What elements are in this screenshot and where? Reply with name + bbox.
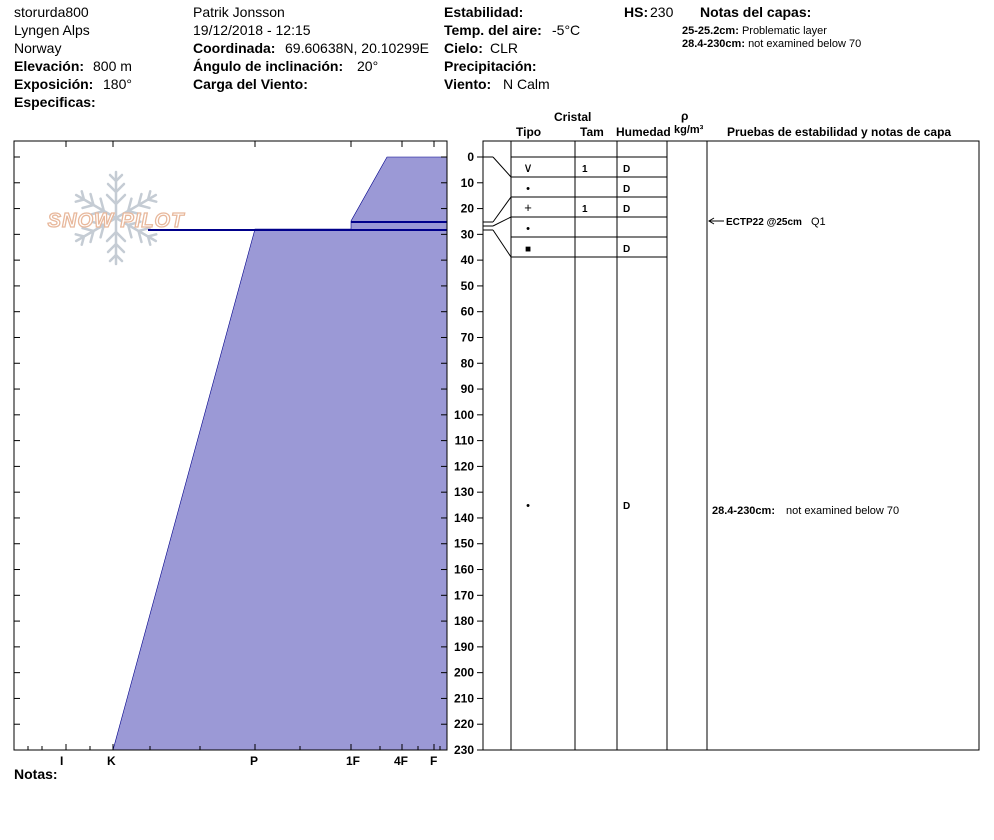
depth-tick-label: 110: [455, 434, 475, 448]
depth-tick-label: 210: [454, 691, 474, 705]
hardness-profile: [112, 156, 448, 751]
snowflake-icon: [70, 170, 162, 266]
depth-tick-label: 120: [454, 459, 474, 473]
deep-layer-note-text: not examined below 70: [786, 505, 899, 517]
aspect-value: 180°: [103, 76, 132, 92]
coordinates-label: Coordinada:: [193, 40, 276, 56]
layer-3-moisture: D: [623, 204, 630, 215]
moisture-header: Humedad: [616, 125, 671, 139]
coordinates-value: 69.60638N, 20.10299E: [285, 40, 430, 56]
tests-header: Pruebas de estabilidad y notas de capa: [727, 125, 952, 139]
layer-4-type: •: [526, 223, 530, 235]
layer-3-size: 1: [582, 204, 588, 215]
depth-tick-label: 140: [454, 511, 474, 525]
depth-tick-label: 150: [454, 537, 474, 551]
elevation-label: Elevación:: [14, 58, 85, 74]
hardness-label-p: P: [250, 754, 258, 768]
hs-value: 230: [650, 4, 674, 20]
layer-6-type: •: [526, 500, 530, 512]
mountain-range: Lyngen Alps: [14, 22, 90, 38]
stability-test-arrow: [708, 217, 724, 225]
layer-note-1-text: Problematic layer: [741, 25, 827, 37]
layer-2-type: •: [526, 183, 530, 195]
hardness-label-k: K: [107, 754, 116, 768]
sky-value: CLR: [490, 40, 519, 56]
notes-label: Notas:: [14, 766, 58, 782]
depth-tick-label: 230: [454, 743, 474, 757]
depth-tick-label: 220: [454, 717, 474, 731]
depth-tick-label: 90: [461, 382, 475, 396]
depth-tick-label: 60: [461, 305, 475, 319]
layer-1-type: ∨: [523, 160, 533, 175]
air-temp-value: -5°C: [552, 22, 581, 38]
observer-name: Patrik Jonsson: [193, 4, 285, 20]
stability-test-quality: Q1: [811, 216, 826, 228]
depth-tick-label: 180: [454, 614, 474, 628]
site-name: storurda800: [14, 4, 89, 20]
depth-tick-label: 160: [454, 563, 474, 577]
observation-datetime: 19/12/2018 - 12:15: [193, 22, 311, 38]
density-symbol: ρ: [681, 109, 689, 123]
depth-tick-label: 70: [461, 330, 475, 344]
layer-table-frame: [482, 140, 980, 751]
layer-1-size: 1: [582, 164, 588, 175]
layer-notes-title: Notas del capas:: [700, 4, 812, 20]
layer-5-type: ■: [525, 244, 531, 255]
hardness-label-1f: 1F: [346, 754, 360, 768]
layer-rows: [483, 156, 667, 258]
depth-tick-label: 170: [454, 588, 474, 602]
specifics-label: Especificas:: [14, 94, 96, 110]
slope-angle-value: 20°: [357, 58, 379, 74]
layer-6-moisture: D: [623, 501, 630, 512]
wind-label: Viento:: [444, 76, 492, 92]
deep-layer-note-range: 28.4-230cm:: [712, 505, 775, 517]
hardness-label-i: I: [60, 754, 63, 768]
aspect-label: Exposición:: [14, 76, 94, 92]
stability-label: Estabilidad:: [444, 4, 524, 20]
elevation-value: 800 m: [93, 58, 132, 74]
air-temp-label: Temp. del aire:: [444, 22, 542, 38]
depth-tick-label: 30: [461, 227, 475, 241]
profile-frame: [13, 140, 448, 751]
layer-note-1-range: 25-25.2cm:: [682, 25, 739, 37]
crystal-header: Cristal: [554, 110, 592, 124]
wind-value: N Calm: [503, 76, 550, 92]
type-header: Tipo: [516, 125, 542, 139]
depth-tick-label: 50: [461, 279, 475, 293]
density-unit: kg/m³: [674, 124, 704, 136]
depth-tick-label: 80: [461, 356, 475, 370]
snowpilot-logo: SNOW PILOT: [48, 210, 185, 232]
depth-tick-label: 100: [454, 408, 474, 422]
hs-label: HS:: [624, 4, 649, 20]
stability-test-result: ECTP22 @25cm: [726, 217, 802, 228]
depth-tick-label: 10: [461, 176, 475, 190]
layer-5-moisture: D: [623, 244, 630, 255]
hardness-label-f: F: [430, 754, 437, 768]
depth-tick-label: 130: [454, 485, 474, 499]
layer-1-moisture: D: [623, 164, 630, 175]
depth-axis: 0 10 20 30 40 50 60 70 80 90 100 110 120 130 140 150 160…: [14, 150, 483, 757]
size-header: Tam: [580, 125, 604, 139]
wind-load-label: Carga del Viento:: [193, 76, 308, 92]
layer-note-2-range: 28.4-230cm:: [682, 38, 745, 50]
layer-2-moisture: D: [623, 184, 630, 195]
depth-tick-label: 0: [467, 150, 474, 164]
depth-tick-label: 200: [454, 666, 474, 680]
layer-note-2-text: not examined below 70: [748, 38, 862, 50]
layer-note-1: 25-25.2cm: Problematic layer: [682, 23, 827, 39]
layer-note-2: 28.4-230cm: not examined below 70: [682, 36, 861, 52]
sky-label: Cielo:: [444, 40, 483, 56]
hardness-ticks: [27, 141, 441, 750]
country: Norway: [14, 40, 62, 56]
slope-angle-label: Ángulo de inclinación:: [193, 58, 344, 74]
depth-tick-label: 40: [461, 253, 475, 267]
depth-tick-label: 20: [461, 202, 475, 216]
depth-tick-label: 190: [454, 640, 474, 654]
precipitation-label: Precipitación:: [444, 58, 537, 74]
layer-3-type: +: [524, 200, 532, 215]
hardness-label-4f: 4F: [394, 754, 408, 768]
